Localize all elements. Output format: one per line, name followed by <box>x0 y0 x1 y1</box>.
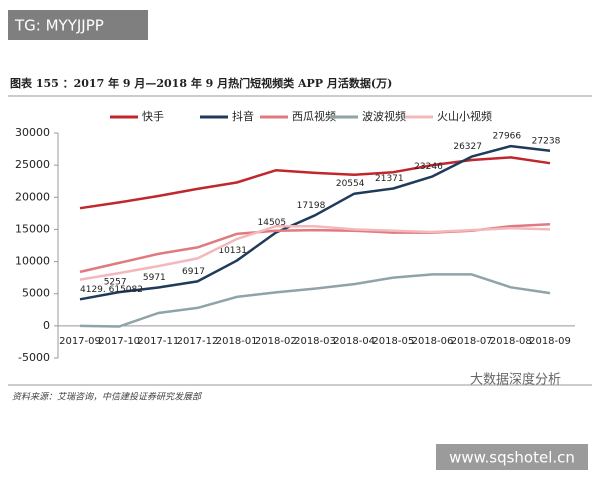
site-watermark: www.sqshotel.cn <box>449 449 575 467</box>
x-tick-label: 2018-01 <box>216 336 258 347</box>
x-tick-label: 2017-09 <box>59 336 101 347</box>
x-tick-label: 2018-09 <box>529 336 571 347</box>
x-tick-label: 2018-08 <box>490 336 532 347</box>
data-label: 14505 <box>258 218 287 228</box>
x-tick-label: 2018-04 <box>333 336 375 347</box>
data-label: 26327 <box>453 142 482 152</box>
x-tick-label: 2017-11 <box>137 336 179 347</box>
data-label: 10131 <box>218 246 247 256</box>
y-tick-label: 25000 <box>15 158 50 171</box>
brand-watermark: 大数据深度分析 <box>470 372 561 388</box>
legend-label: 西瓜视频 <box>292 109 336 123</box>
data-label: 27966 <box>493 132 522 142</box>
data-label: 27238 <box>532 136 561 146</box>
chart-title: 图表 155 ：2017 年 9 月—2018 年 9 月热门短视频类 APP … <box>10 76 392 90</box>
x-tick-label: 2018-06 <box>412 336 454 347</box>
site-box <box>436 444 588 470</box>
data-label: 20554 <box>336 179 365 189</box>
x-tick-label: 2018-02 <box>255 336 297 347</box>
data-label: 5257 <box>104 278 127 288</box>
series-line <box>79 273 551 328</box>
watermark: TG: MYYJJPP <box>14 17 104 35</box>
y-tick-label: 15000 <box>15 222 50 235</box>
series-line <box>79 156 551 210</box>
data-label: 23246 <box>414 162 443 172</box>
x-tick-label: 2017-12 <box>177 336 219 347</box>
data-label: 21371 <box>375 174 404 184</box>
x-tick-label: 2018-05 <box>372 336 414 347</box>
x-tick-label: 2017-10 <box>98 336 140 347</box>
y-tick-label: 0 <box>43 319 50 332</box>
y-tick-label: 10000 <box>15 255 50 268</box>
legend-label: 抖音 <box>232 109 254 123</box>
data-label: 6917 <box>182 267 205 277</box>
plot: -5000 0 5000 10000 15000 20000 25000 30000 2017-… <box>15 109 575 364</box>
y-tick-label: 5000 <box>22 287 50 300</box>
data-label: 5971 <box>143 273 166 283</box>
y-tick-label: 20000 <box>15 190 50 203</box>
series-line <box>79 224 551 281</box>
legend-label: 波波视频 <box>362 109 406 123</box>
legend-label: 火山小视频 <box>437 109 492 123</box>
watermark-box <box>8 10 148 40</box>
source: 资料来源：艾瑞咨询，中信建投证券研究发展部 <box>12 392 203 403</box>
x-tick-label: 2018-03 <box>294 336 336 347</box>
y-tick-label: -5000 <box>18 351 50 364</box>
x-tick-label: 2018-07 <box>451 336 493 347</box>
series-line <box>79 144 551 301</box>
legend-label: 快手 <box>142 109 164 123</box>
y-tick-label: 30000 <box>15 126 50 139</box>
data-label: 17198 <box>297 201 326 211</box>
data-label: 4129. 615082 <box>80 285 143 295</box>
